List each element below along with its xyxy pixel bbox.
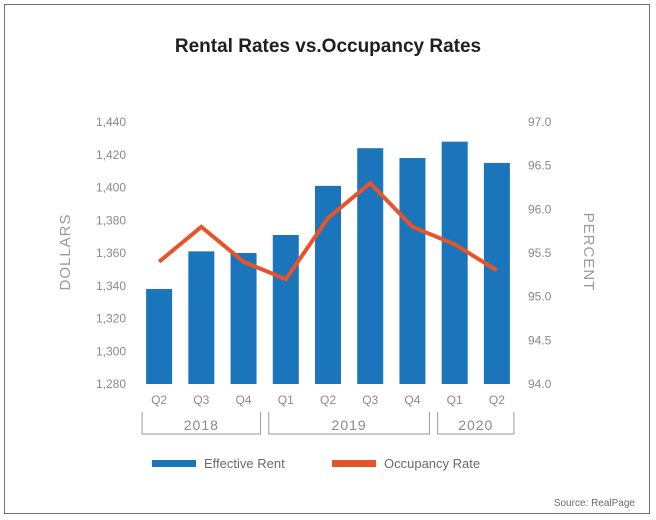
bar-3: [272, 234, 299, 384]
x-tick-label: Q4: [404, 393, 420, 407]
legend-label-effective-rent: Effective Rent: [204, 456, 285, 471]
year-bracket: [268, 412, 430, 435]
left-tick-label: 1,320: [96, 312, 126, 326]
right-tick-label: 97.0: [528, 115, 552, 129]
year-groups: 2018 2019 2020: [141, 412, 515, 435]
right-tick-label: 94.5: [528, 333, 552, 347]
bar-7: [441, 141, 468, 384]
bar-6: [399, 158, 426, 384]
bar-1: [188, 251, 215, 384]
x-tick-label: Q3: [193, 393, 209, 407]
x-tick-label: Q1: [278, 393, 294, 407]
year-label: 2018: [184, 417, 219, 433]
x-tick-label: Q2: [151, 393, 167, 407]
legend-swatch-effective-rent: [152, 460, 196, 467]
left-axis-ticks: 1,280 1,300 1,320 1,340 1,360 1,380 1,400 1,420…: [96, 115, 126, 391]
bar-8: [483, 162, 510, 384]
right-axis-ticks: 94.0 94.5 95.0 95.5 96.0 96.5 97.0: [528, 115, 552, 391]
left-tick-label: 1,380: [96, 213, 126, 227]
right-tick-label: 94.0: [528, 377, 552, 391]
x-tick-label: Q2: [489, 393, 505, 407]
x-tick-label: Q3: [362, 393, 378, 407]
legend-swatch-occupancy-rate: [332, 460, 376, 467]
left-tick-label: 1,420: [96, 148, 126, 162]
bar-2: [230, 253, 257, 384]
x-tick-label: Q4: [236, 393, 252, 407]
year-bracket: [141, 412, 262, 435]
right-axis-title: PERCENT: [580, 213, 597, 292]
year-label: 2020: [458, 417, 493, 433]
left-tick-label: 1,340: [96, 279, 126, 293]
x-tick-label: Q1: [447, 393, 463, 407]
x-axis-ticks: Q2 Q3 Q4 Q1 Q2 Q3 Q4 Q1 Q2: [151, 393, 505, 407]
bar-5: [357, 148, 384, 384]
left-tick-label: 1,400: [96, 181, 126, 195]
chart-title: Rental Rates vs.Occupancy Rates: [175, 36, 481, 57]
x-tick-label: Q2: [320, 393, 336, 407]
left-tick-label: 1,440: [96, 115, 126, 129]
bar-0: [146, 289, 173, 384]
year-label: 2019: [332, 417, 367, 433]
right-tick-label: 95.0: [528, 290, 552, 304]
left-axis-title: DOLLARS: [57, 213, 74, 290]
left-tick-label: 1,360: [96, 246, 126, 260]
legend: Effective Rent Occupancy Rate: [152, 456, 480, 471]
left-tick-label: 1,300: [96, 344, 126, 358]
right-tick-label: 96.5: [528, 159, 552, 173]
line-series-occupancy-rate: [157, 180, 498, 282]
right-tick-label: 96.0: [528, 202, 552, 216]
legend-label-occupancy-rate: Occupancy Rate: [384, 456, 480, 471]
occupancy-line: [157, 180, 498, 282]
right-tick-label: 95.5: [528, 246, 552, 260]
year-bracket: [437, 412, 515, 435]
left-tick-label: 1,280: [96, 377, 126, 391]
source-note: Source: RealPage: [554, 498, 636, 509]
bar-series-effective-rent: [146, 141, 510, 384]
